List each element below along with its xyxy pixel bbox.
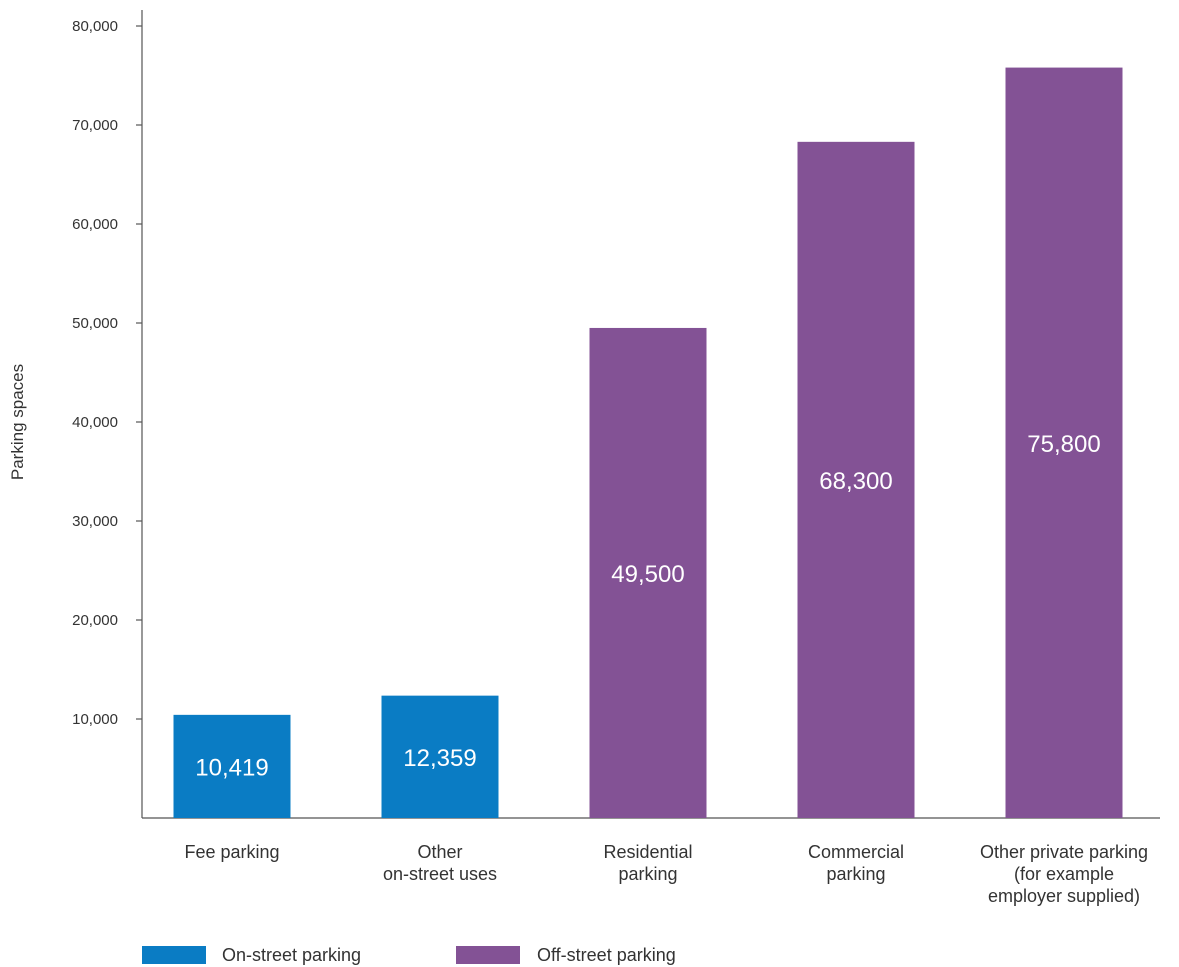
legend-label: Off-street parking	[537, 945, 676, 965]
bar-value-label: 49,500	[611, 561, 684, 588]
y-tick-label: 50,000	[72, 315, 118, 332]
bar	[1005, 67, 1123, 818]
legend-swatch	[142, 946, 206, 964]
y-tick-label: 70,000	[72, 117, 118, 134]
bar-value-label: 75,800	[1027, 431, 1100, 458]
bar	[589, 327, 707, 818]
x-category-label: Commercial parking	[808, 842, 904, 884]
bar	[173, 714, 291, 818]
y-tick-label: 40,000	[72, 414, 118, 431]
legend: On-street parking Off-street parking	[142, 945, 676, 965]
y-tick-label: 20,000	[72, 612, 118, 629]
y-axis-title: Parking spaces	[8, 364, 27, 480]
bar	[381, 695, 499, 818]
category-labels: Fee parking Other on-street uses Residentia…	[184, 842, 1148, 906]
bars: 10,419 12,359 49,500 68,300 75,800	[173, 67, 1123, 818]
y-tick-label: 80,000	[72, 18, 118, 35]
x-category-label: Residential parking	[603, 842, 692, 884]
bar-value-label: 12,359	[403, 745, 476, 772]
y-tick-label: 30,000	[72, 513, 118, 530]
x-category-label: Fee parking	[184, 842, 279, 862]
legend-swatch	[456, 946, 520, 964]
bar-value-label: 68,300	[819, 468, 892, 495]
x-category-label: Other private parking (for example employe…	[980, 842, 1148, 906]
y-tick-label: 60,000	[72, 216, 118, 233]
bar	[797, 141, 915, 818]
bar-value-label: 10,419	[195, 754, 268, 781]
legend-label: On-street parking	[222, 945, 361, 965]
y-tick-label: 10,000	[72, 711, 118, 728]
x-category-label: Other on-street uses	[383, 842, 497, 884]
y-axis: 10,000 20,000 30,000 40,000 50,000 60,000 70,0…	[8, 10, 1160, 819]
